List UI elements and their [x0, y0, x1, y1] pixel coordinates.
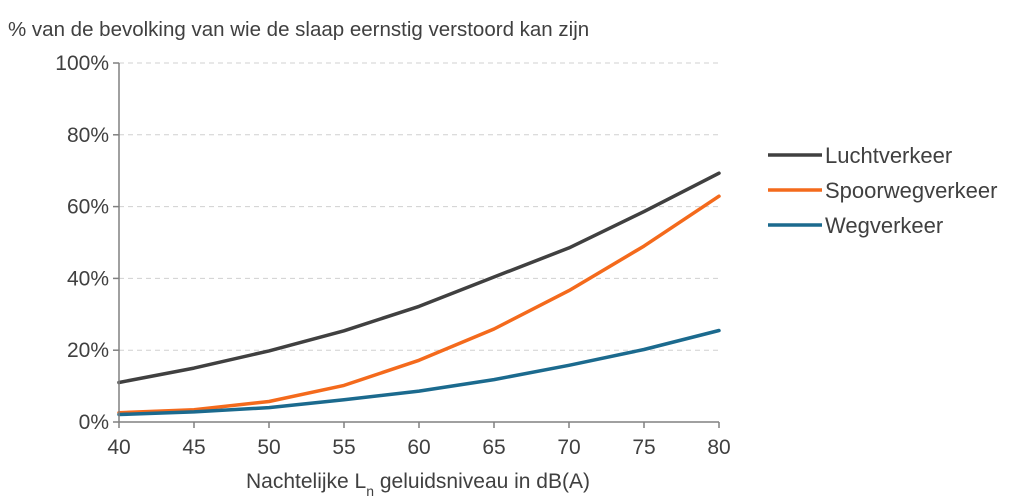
series-lines [117, 171, 721, 417]
chart-title: % van de bevolking van wie de slaap eern… [8, 18, 589, 41]
x-tick-label: 45 [182, 436, 205, 459]
y-tick-label: 60% [67, 196, 109, 219]
x-tick-label: 80 [707, 436, 730, 459]
y-tick-label: 80% [67, 124, 109, 147]
x-axis-ticks: 40 45 50 55 60 65 70 75 80 [107, 422, 731, 459]
y-tick-label: 100% [55, 52, 109, 75]
y-tick-label: 0% [79, 411, 109, 434]
x-tick-label: 50 [257, 436, 280, 459]
x-tick-label: 55 [332, 436, 355, 459]
series-line-wegverkeer [117, 328, 721, 417]
y-axis-ticks: 0% 20% 40% 60% 80% 100% [55, 52, 119, 434]
x-tick-label: 40 [107, 436, 130, 459]
x-tick-label: 60 [407, 436, 430, 459]
x-tick-label: 65 [482, 436, 505, 459]
series-line-spoorwegverkeer [117, 194, 721, 415]
series-line-luchtverkeer [117, 171, 721, 385]
legend-label-wegverkeer: Wegverkeer [825, 213, 943, 238]
y-tick-label: 40% [67, 267, 109, 290]
gridlines [119, 62, 719, 351]
x-tick-label: 75 [632, 436, 655, 459]
legend: Luchtverkeer Spoorwegverkeer Wegverkeer [768, 143, 997, 238]
x-axis-label: Nachtelijke Ln geluidsniveau in dB(A) [246, 470, 590, 497]
legend-label-luchtverkeer: Luchtverkeer [825, 143, 952, 168]
x-tick-label: 70 [557, 436, 580, 459]
legend-label-spoorwegverkeer: Spoorwegverkeer [825, 178, 997, 203]
y-tick-label: 20% [67, 339, 109, 362]
